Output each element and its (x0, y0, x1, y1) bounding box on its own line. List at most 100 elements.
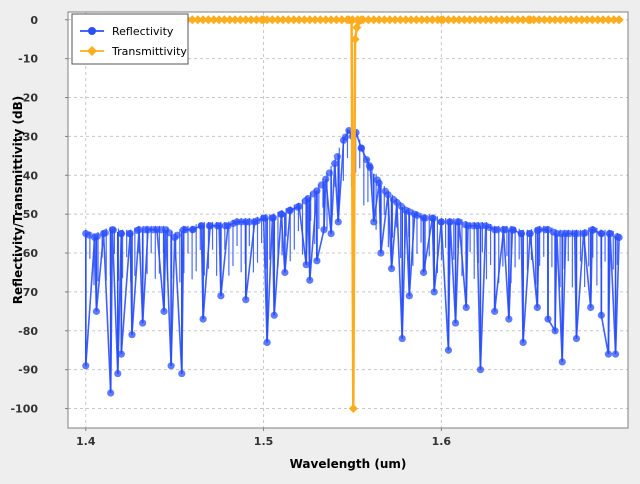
reflectivity-point (517, 230, 525, 238)
y-axis-label: Reflectivity/Transmittivity (dB) (11, 96, 25, 304)
transmittivity-point (465, 15, 475, 25)
reflectivity-point (139, 319, 147, 327)
transmittivity-point (273, 15, 283, 25)
transmittivity-point (582, 15, 592, 25)
reflectivity-point (429, 214, 437, 223)
reflectivity-point (197, 222, 205, 230)
transmittivity-point (395, 15, 405, 25)
transmittivity-point (326, 15, 336, 25)
reflectivity-point (333, 153, 341, 161)
reflectivity-point (327, 230, 335, 238)
reflectivity-point (405, 208, 413, 216)
transmittivity-point (230, 15, 240, 25)
transmittivity-point (187, 15, 197, 25)
reflectivity-point (270, 311, 278, 319)
reflectivity-point (451, 319, 460, 327)
transmittivity-point (315, 15, 325, 25)
reflectivity-point (533, 303, 541, 312)
reflectivity-point (301, 197, 309, 205)
reflectivity-point (213, 222, 221, 230)
reflectivity-point (597, 311, 605, 319)
reflectivity-point (519, 338, 527, 347)
reflectivity-point (85, 231, 93, 239)
reflectivity-point (293, 203, 301, 211)
reflectivity-point (597, 230, 605, 238)
reflectivity-point (611, 350, 620, 358)
reflectivity-point (525, 230, 533, 238)
reflectivity-point (125, 230, 133, 238)
transmittivity-point (459, 15, 469, 25)
transmittivity-point (577, 15, 587, 25)
transmittivity-point (193, 15, 203, 25)
reflectivity-point (533, 226, 541, 235)
reflectivity-point (572, 334, 581, 343)
transmittivity-point (550, 15, 560, 25)
transmittivity-point (443, 15, 453, 25)
transmittivity-point (363, 15, 373, 25)
axes: 0 -10 -20 -30 -40 -50 -60 -70 -80 -90 -100 1.4 1.5 1.… (10, 11, 629, 471)
reflectivity-point (285, 207, 293, 215)
reflectivity-point (92, 307, 101, 315)
plot-area (68, 12, 628, 428)
transmittivity-point (539, 15, 549, 25)
reflectivity-point (505, 315, 513, 323)
reflectivity-point (397, 202, 405, 210)
y-tick-label: -90 (18, 364, 38, 377)
reflectivity-point (181, 226, 189, 234)
reflectivity-point (281, 268, 289, 277)
reflectivity-point (341, 133, 349, 141)
transmittivity-point (486, 15, 496, 25)
x-tick-label: 1.5 (254, 435, 274, 448)
transmittivity-point (614, 15, 624, 25)
x-axis-label: Wavelength (um) (290, 457, 407, 471)
transmittivity-point (259, 15, 269, 25)
reflectivity-point (381, 187, 389, 195)
transmittivity-point (525, 15, 535, 25)
reflectivity-point (469, 222, 477, 230)
reflectivity-point (370, 218, 378, 226)
transmittivity-point (609, 15, 619, 25)
reflectivity-point (573, 230, 581, 238)
reflectivity-point (263, 338, 271, 347)
transmittivity-point (310, 15, 320, 25)
reflectivity-point (221, 222, 229, 230)
transmittivity-point (214, 15, 224, 25)
reflectivity-point (128, 331, 136, 339)
reflectivity-point (501, 226, 509, 234)
reflectivity-point (149, 226, 157, 234)
reflectivity-point (229, 219, 237, 228)
transmittivity-point (497, 15, 507, 25)
reflectivity-point (604, 350, 613, 358)
legend-transmittivity-label: Transmittivity (111, 45, 187, 58)
transmittivity-point (356, 15, 366, 25)
reflectivity-point (485, 223, 493, 231)
transmittivity-point (209, 15, 219, 25)
y-tick-label: -70 (18, 286, 38, 299)
y-tick-label: -60 (18, 247, 38, 260)
y-tick-label: -30 (18, 130, 38, 143)
reflectivity-point (461, 221, 469, 229)
reflectivity-point (322, 175, 330, 183)
transmittivity-point (385, 15, 395, 25)
reflectivity-point (82, 362, 90, 370)
reflectivity-point (253, 217, 261, 225)
reflectivity-point (309, 190, 317, 198)
transmittivity-point (518, 15, 528, 25)
reflectivity-point (565, 230, 573, 238)
y-tick-label: -80 (18, 325, 38, 338)
transmittivity-point (379, 15, 389, 25)
transmittivity-point (545, 15, 555, 25)
y-tick-label: -10 (18, 53, 38, 66)
transmittivity-point (587, 15, 597, 25)
transmittivity-point (347, 16, 357, 26)
reflectivity-point (558, 358, 566, 366)
transmittivity-point (235, 15, 245, 25)
transmittivity-point (422, 15, 432, 25)
reflectivity-point (245, 218, 253, 226)
reflectivity-point (444, 346, 453, 354)
reflectivity-point (544, 315, 552, 323)
reflectivity-point (334, 218, 342, 226)
transmittivity-point (561, 15, 571, 25)
transmittivity-point (299, 15, 309, 25)
transmittivity-point (198, 15, 208, 25)
